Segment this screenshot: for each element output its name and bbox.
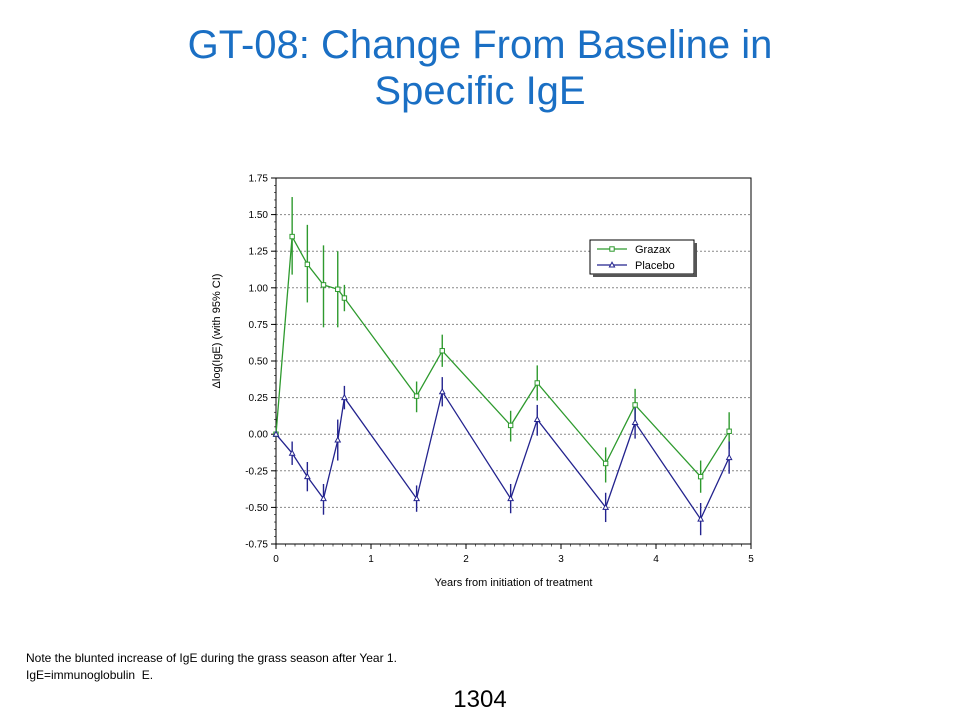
data-point-grazax xyxy=(602,460,609,467)
data-point-placebo xyxy=(602,503,610,510)
data-point-placebo xyxy=(413,494,421,502)
data-point-placebo xyxy=(272,430,280,437)
legend-marker-shape-placebo xyxy=(608,261,616,268)
data-point-placebo xyxy=(533,415,541,423)
data-point-grazax xyxy=(697,473,704,480)
x-tick-label: 3 xyxy=(558,554,564,565)
data-point-placebo xyxy=(438,387,446,395)
x-tick-label: 0 xyxy=(273,554,279,565)
x-axis-label: Years from initiation of treatment xyxy=(435,577,593,589)
line-chart: -0.75 -0.50 -0.25 0.00 0.25 0.50 0.75 1.00 1.25 1… xyxy=(211,174,754,590)
series-line-placebo xyxy=(275,390,730,521)
data-point-grazax xyxy=(534,380,540,386)
gridlines xyxy=(276,214,751,508)
data-point-placebo xyxy=(507,494,515,502)
y-tick-label: 1.00 xyxy=(249,283,269,294)
data-point-placebo xyxy=(340,393,348,401)
legend-label-grazax: Grazax xyxy=(635,244,671,256)
data-point-grazax xyxy=(632,402,638,408)
legend-marker-shape-grazax xyxy=(609,246,615,252)
footnote-line-1: Note the blunted increase of IgE during … xyxy=(26,651,397,665)
footnote-line-2: IgE=immunoglobulin E. xyxy=(26,668,154,682)
y-tick-label: -0.75 xyxy=(245,540,268,551)
legend-box xyxy=(589,239,695,275)
axes: -0.75 -0.50 -0.25 0.00 0.25 0.50 0.75 1.00 1.25 1… xyxy=(245,174,754,566)
data-point-grazax xyxy=(335,286,341,292)
data-point-grazax xyxy=(341,295,348,301)
series-line-grazax xyxy=(275,234,730,478)
data-point-placebo xyxy=(725,453,733,461)
y-tick-label: 0.00 xyxy=(249,430,269,441)
legend-marker-grazax xyxy=(609,246,615,252)
y-tick-label: -0.25 xyxy=(245,466,268,477)
series-placebo xyxy=(272,377,733,536)
y-axis-label: Δlog(IgE) (with 95% CI) xyxy=(211,274,223,389)
data-point-grazax xyxy=(413,393,420,399)
legend: Grazax Placebo xyxy=(589,239,697,277)
legend-shadow-bottom xyxy=(593,274,697,277)
data-point-placebo xyxy=(320,494,327,502)
y-tick-label: 1.25 xyxy=(249,247,269,258)
data-point-placebo xyxy=(697,515,705,522)
x-tick-label: 5 xyxy=(748,554,754,565)
data-point-grazax xyxy=(507,422,514,429)
data-point-placebo xyxy=(631,418,639,425)
x-tick-label: 2 xyxy=(463,554,469,565)
x-tick-label: 1 xyxy=(368,554,374,565)
data-point-placebo xyxy=(334,436,342,443)
slide-title-line-1: GT-08: Change From Baseline in xyxy=(187,23,773,67)
slide-title: GT-08: Change From Baseline in Specific … xyxy=(0,22,960,114)
y-tick-label: 1.75 xyxy=(249,174,269,185)
data-point-grazax xyxy=(320,282,327,288)
slide-title-line-2: Specific IgE xyxy=(374,69,586,113)
legend-shadow xyxy=(694,243,697,277)
data-point-placebo xyxy=(288,449,296,456)
y-tick-label: 0.25 xyxy=(249,393,269,404)
footnote: Note the blunted increase of IgE during … xyxy=(26,650,397,684)
series-layer xyxy=(272,197,733,536)
legend-label-placebo: Placebo xyxy=(635,260,675,272)
data-point-grazax xyxy=(289,233,295,240)
data-point-grazax xyxy=(304,261,311,268)
data-point-placebo xyxy=(303,472,311,480)
y-tick-label: 1.50 xyxy=(249,210,269,221)
y-tick-label: -0.50 xyxy=(245,503,268,514)
x-tick-label: 4 xyxy=(653,554,659,565)
data-point-grazax xyxy=(726,428,732,434)
page-number: 1304 xyxy=(453,686,507,713)
data-point-grazax xyxy=(439,348,445,354)
y-tick-label: 0.75 xyxy=(249,320,269,331)
y-tick-label: 0.50 xyxy=(249,357,269,368)
legend-marker-placebo xyxy=(608,261,616,268)
